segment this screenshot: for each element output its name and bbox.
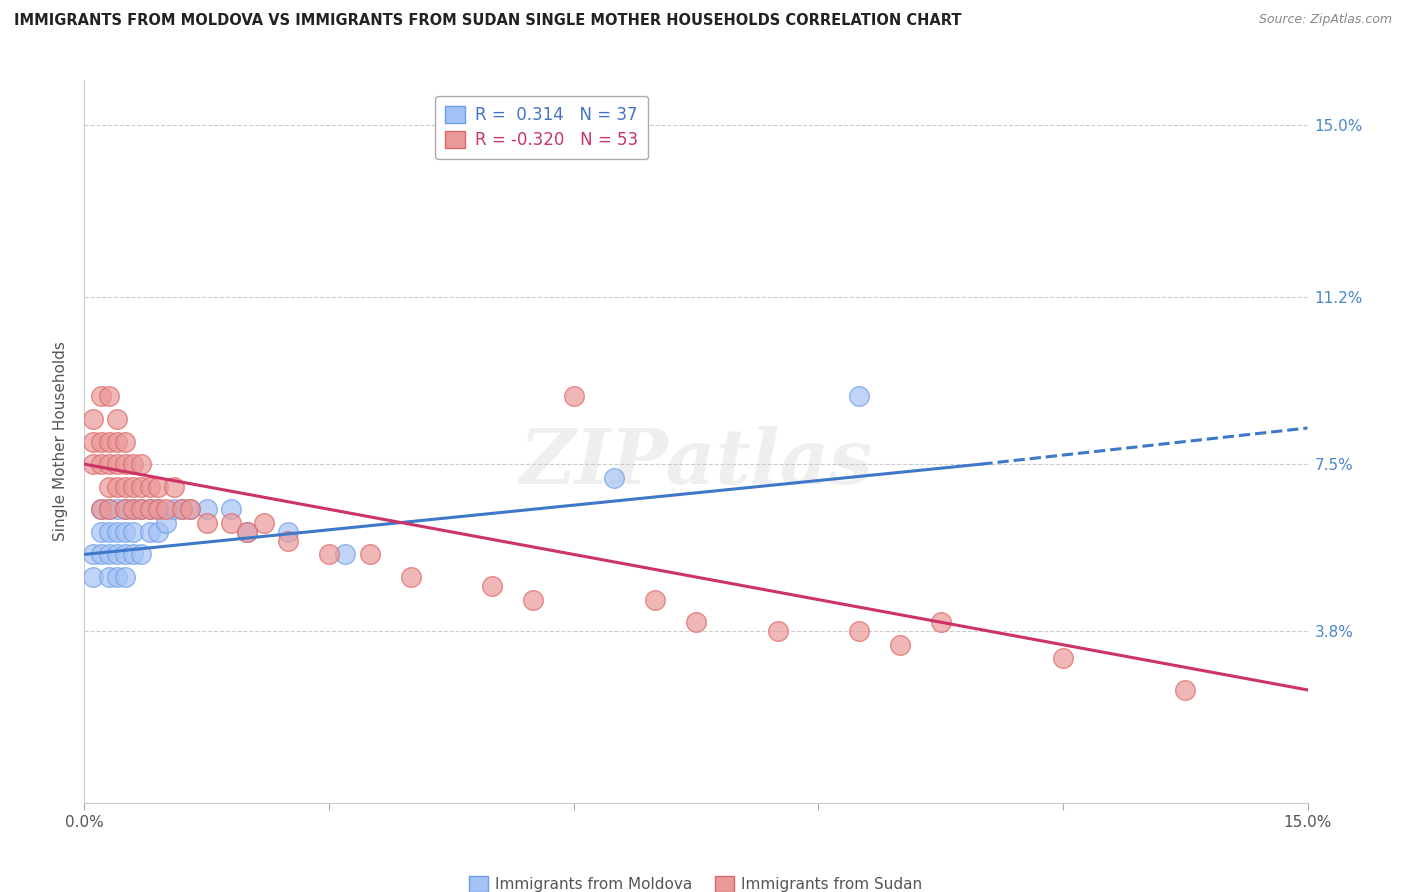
Point [685,615,707,630]
Point [105,457,128,471]
Point [179,502,201,516]
Text: ZIPatlas: ZIPatlas [519,426,873,500]
Point [82,412,104,426]
Point [122,548,145,562]
Point [644,592,666,607]
Point [179,502,201,516]
Point [138,502,160,516]
Point [131,480,153,494]
Point [90,548,112,562]
Point [335,548,357,562]
Point [122,524,145,539]
Point [138,502,160,516]
Point [131,548,153,562]
Point [105,524,128,539]
Point [105,480,128,494]
Legend: Immigrants from Moldova, Immigrants from Sudan: Immigrants from Moldova, Immigrants from… [461,868,931,892]
Point [1052,651,1074,665]
Point [90,389,112,403]
Point [155,502,177,516]
Point [848,624,870,639]
Point [97,434,120,449]
Point [114,457,136,471]
Point [97,480,120,494]
Point [481,579,503,593]
Point [105,502,128,516]
Point [146,502,169,516]
Point [90,434,112,449]
Point [97,457,120,471]
Point [131,502,153,516]
Point [172,502,194,516]
Point [82,548,104,562]
Point [97,524,120,539]
Y-axis label: Single Mother Households: Single Mother Households [53,342,69,541]
Point [146,524,169,539]
Point [219,516,242,530]
Point [97,570,120,584]
Point [105,548,128,562]
Point [163,480,186,494]
Point [97,502,120,516]
Point [277,533,299,548]
Point [277,524,299,539]
Point [82,570,104,584]
Point [195,502,218,516]
Point [97,389,120,403]
Point [90,502,112,516]
Point [114,434,136,449]
Point [562,389,585,403]
Point [929,615,952,630]
Point [90,457,112,471]
Text: Source: ZipAtlas.com: Source: ZipAtlas.com [1258,13,1392,27]
Point [114,480,136,494]
Point [399,570,422,584]
Point [172,502,194,516]
Point [114,502,136,516]
Point [522,592,544,607]
Point [889,638,911,652]
Point [105,570,128,584]
Point [105,412,128,426]
Point [848,389,870,403]
Point [114,548,136,562]
Text: IMMIGRANTS FROM MOLDOVA VS IMMIGRANTS FROM SUDAN SINGLE MOTHER HOUSEHOLDS CORREL: IMMIGRANTS FROM MOLDOVA VS IMMIGRANTS FR… [14,13,962,29]
Point [195,516,218,530]
Point [90,524,112,539]
Point [163,502,186,516]
Point [155,516,177,530]
Point [318,548,340,562]
Point [114,570,136,584]
Point [122,480,145,494]
Point [122,502,145,516]
Point [219,502,242,516]
Point [114,524,136,539]
Point [131,457,153,471]
Point [122,502,145,516]
Point [97,502,120,516]
Point [146,502,169,516]
Point [1174,682,1197,697]
Point [114,502,136,516]
Point [359,548,381,562]
Point [138,524,160,539]
Point [82,457,104,471]
Point [122,457,145,471]
Point [766,624,789,639]
Point [236,524,259,539]
Point [253,516,276,530]
Point [236,524,259,539]
Point [97,548,120,562]
Point [82,434,104,449]
Point [131,502,153,516]
Point [105,434,128,449]
Point [146,480,169,494]
Point [90,502,112,516]
Point [603,471,626,485]
Point [138,480,160,494]
